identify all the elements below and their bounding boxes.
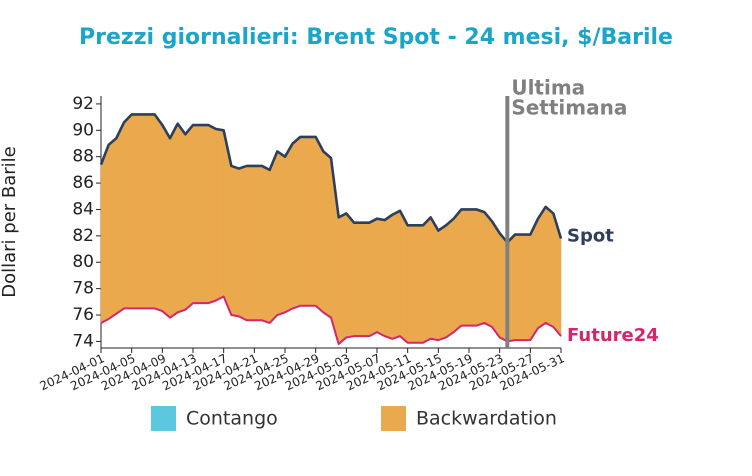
legend-label: Backwardation xyxy=(416,408,557,430)
spread-area xyxy=(123,113,132,309)
spread-area xyxy=(315,136,324,314)
y-tick-label: 76 xyxy=(72,305,94,325)
spread-area xyxy=(261,165,270,324)
spread-area xyxy=(530,218,539,342)
y-axis-label: Dollari per Barile xyxy=(0,146,20,298)
series-line xyxy=(99,113,563,244)
spread-area xyxy=(522,234,531,341)
spread-area xyxy=(346,212,355,338)
spread-area xyxy=(131,114,140,309)
spread-area xyxy=(438,224,447,341)
spread-area xyxy=(307,136,316,307)
spread-area xyxy=(545,206,554,328)
spread-area xyxy=(292,136,301,309)
spread-area xyxy=(537,205,546,329)
spread-area xyxy=(169,123,178,319)
spread-area xyxy=(491,220,500,339)
series-label: Future24 xyxy=(567,325,659,346)
spread-area xyxy=(100,144,109,324)
spread-area xyxy=(139,114,148,309)
annotation-text: Settimana xyxy=(511,96,627,120)
spread-area xyxy=(185,124,194,311)
y-tick-label: 84 xyxy=(72,199,94,219)
spread-area xyxy=(453,208,462,333)
spread-area xyxy=(284,142,293,313)
spread-area xyxy=(476,209,485,326)
spread-area xyxy=(384,214,393,340)
spread-area xyxy=(246,165,255,321)
y-tick-label: 90 xyxy=(72,120,94,140)
spread-area xyxy=(468,209,477,326)
spread-area xyxy=(238,165,247,321)
annotation-text: Ultima xyxy=(511,76,585,100)
y-tick-label: 88 xyxy=(72,147,94,167)
spread-area xyxy=(392,210,401,340)
spread-area xyxy=(353,222,362,337)
spread-area xyxy=(200,124,209,304)
spread-area xyxy=(192,124,201,304)
y-tick-label: 74 xyxy=(72,331,94,351)
y-tick-label: 78 xyxy=(72,279,94,299)
spread-area xyxy=(154,113,163,312)
y-tick-label: 82 xyxy=(72,226,94,246)
spread-area xyxy=(415,224,424,344)
spread-area xyxy=(514,234,523,341)
spread-area xyxy=(146,114,155,309)
spread-area xyxy=(422,216,431,344)
spread-area xyxy=(231,165,240,317)
spread-area xyxy=(338,212,347,345)
legend-swatch xyxy=(151,406,176,431)
spread-area xyxy=(277,150,286,316)
spread-area xyxy=(369,218,378,337)
spread-area xyxy=(162,123,171,319)
spread-area xyxy=(430,216,439,341)
spread-area xyxy=(361,222,370,337)
spread-area xyxy=(484,211,493,328)
y-tick-label: 80 xyxy=(72,252,94,272)
spread-area xyxy=(323,150,332,319)
spread-area xyxy=(376,218,385,337)
spread-area xyxy=(407,224,416,344)
chart-title: Prezzi giornalieri: Brent Spot - 24 mesi… xyxy=(79,25,673,50)
spread-area xyxy=(399,210,408,344)
spread-area xyxy=(108,137,117,320)
spread-area xyxy=(445,218,454,339)
spread-area xyxy=(116,122,125,315)
spread-area xyxy=(269,151,278,324)
series-line xyxy=(100,295,562,346)
legend-swatch xyxy=(381,406,406,431)
spread-area xyxy=(215,128,224,301)
legend-label: Contango xyxy=(186,408,278,430)
y-tick-label: 92 xyxy=(72,94,94,114)
spread-area xyxy=(208,124,217,304)
spread-area xyxy=(300,136,309,307)
spread-area xyxy=(461,209,470,326)
series-label: Spot xyxy=(567,225,614,246)
spread-area xyxy=(254,165,263,321)
spread-area xyxy=(177,122,186,313)
y-tick-label: 86 xyxy=(72,173,94,193)
